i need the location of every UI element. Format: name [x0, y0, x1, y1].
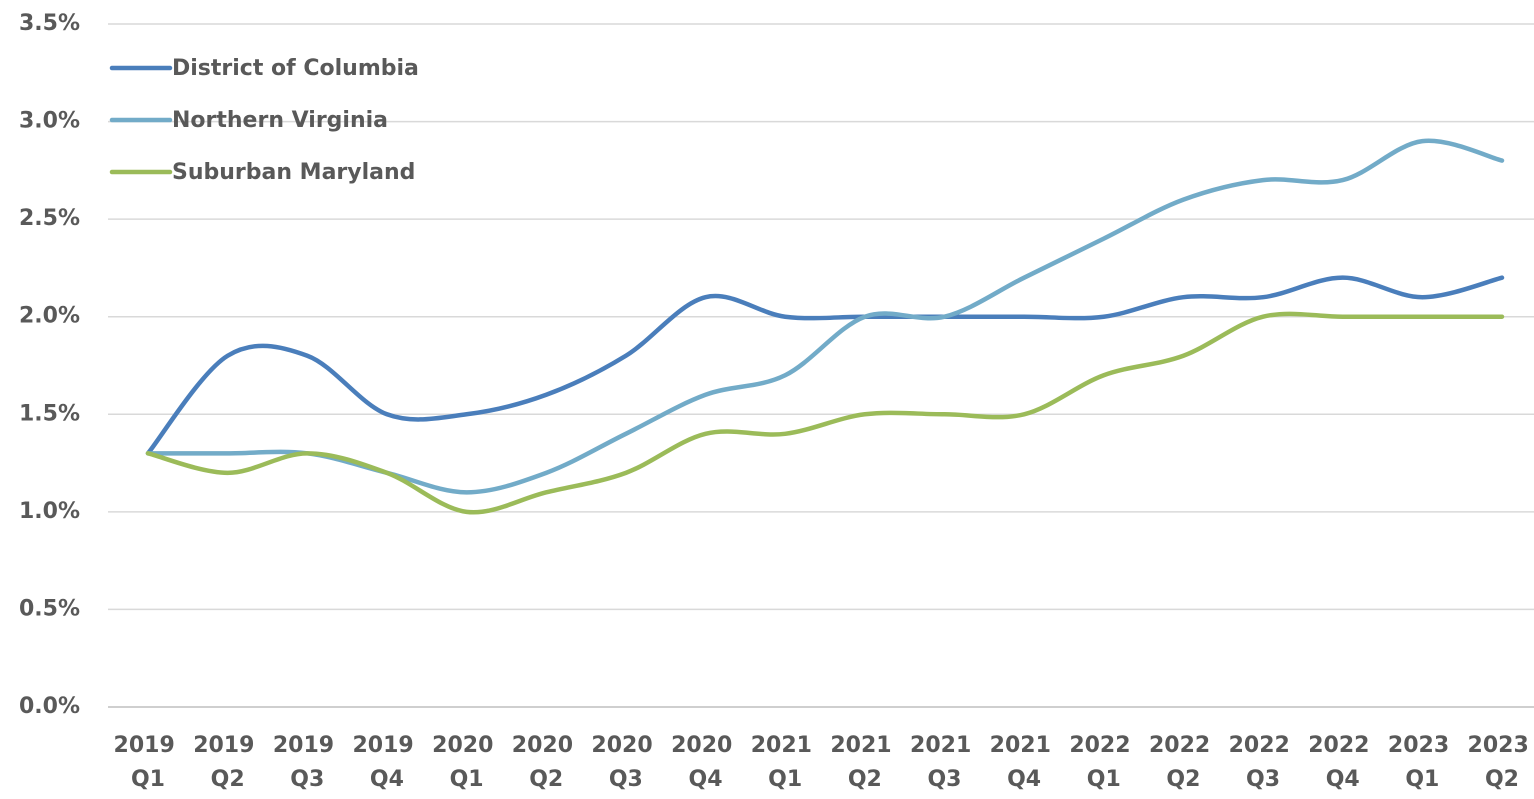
x-tick-label: 2020 Q2: [512, 733, 581, 792]
x-tick-label: 2020 Q1: [432, 733, 501, 792]
x-tick-label: 2021 Q1: [751, 733, 820, 792]
x-tick-label: 2019 Q4: [352, 733, 421, 792]
series-line: [145, 311, 1505, 515]
x-tick-label: 2021 Q4: [990, 733, 1059, 792]
x-tick-label: 2023 Q1: [1388, 733, 1457, 792]
x-tick-label: 2022 Q2: [1149, 733, 1218, 792]
series-line: [145, 275, 1505, 456]
y-tick-label: 2.5%: [19, 206, 80, 231]
x-tick-label: 2019 Q3: [273, 733, 342, 792]
x-tick-label: 2019 Q2: [193, 733, 262, 792]
y-tick-label: 2.0%: [19, 304, 80, 329]
x-tick-label: 2022 Q3: [1229, 733, 1298, 792]
x-tick-label: 2020 Q4: [671, 733, 740, 792]
legend-label: District of Columbia: [172, 56, 419, 81]
x-tick-label: 2020 Q3: [591, 733, 660, 792]
x-tick-label: 2022 Q1: [1069, 733, 1138, 792]
x-tick-label: 2022 Q4: [1308, 733, 1377, 792]
x-tick-label: 2021 Q3: [910, 733, 979, 792]
y-tick-label: 3.5%: [19, 11, 80, 36]
y-tick-label: 1.5%: [19, 401, 80, 426]
x-tick-label: 2021 Q2: [830, 733, 899, 792]
y-tick-label: 0.5%: [19, 596, 80, 621]
legend-label: Northern Virginia: [172, 108, 388, 133]
x-tick-label: 2023 Q2: [1468, 733, 1534, 792]
y-tick-label: 1.0%: [19, 499, 80, 524]
y-tick-label: 0.0%: [19, 694, 80, 719]
legend-label: Suburban Maryland: [172, 160, 415, 185]
x-tick-label: 2019 Q1: [114, 733, 183, 792]
y-tick-label: 3.0%: [19, 109, 80, 134]
